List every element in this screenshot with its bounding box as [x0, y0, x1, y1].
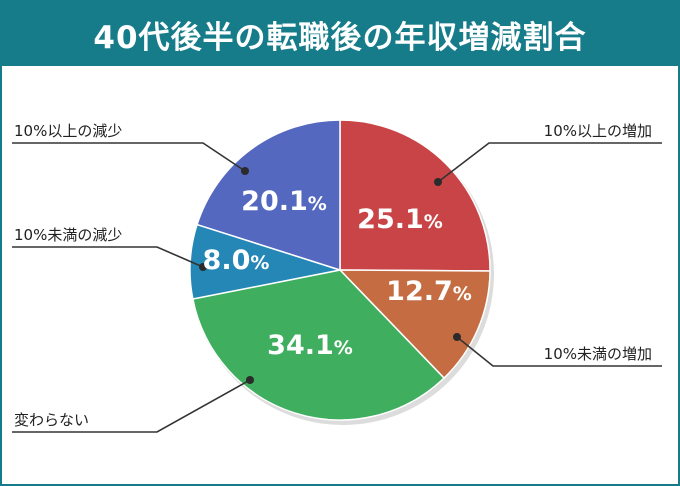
slice-value: 34.1%	[267, 330, 353, 361]
slice-value: 25.1%	[357, 204, 443, 235]
pie-slice	[338, 269, 491, 380]
leader-line	[12, 379, 251, 433]
slice-label: 10%未満の減少	[14, 226, 122, 244]
leader-dot	[241, 167, 249, 175]
slice-label: 変わらない	[14, 411, 89, 429]
pie-slice	[339, 119, 491, 272]
leader-line	[437, 142, 662, 183]
chart-title: 40代後半の転職後の年収増減割合	[2, 2, 678, 66]
leader-dot	[199, 263, 207, 271]
leader-line	[456, 336, 662, 367]
slice-value: 12.7%	[386, 276, 472, 307]
leader-dot	[434, 178, 442, 186]
leader-line	[12, 246, 204, 268]
leader-dot	[453, 333, 461, 341]
slice-label: 10%以上の減少	[14, 122, 122, 140]
slice-label: 10%以上の増加	[544, 122, 652, 140]
slice-value: 8.0%	[203, 245, 270, 276]
leader-line	[12, 142, 246, 172]
pie-slice	[191, 269, 446, 421]
slice-label: 10%未満の増加	[544, 345, 652, 363]
slice-value: 20.1%	[241, 186, 327, 217]
leader-dot	[246, 376, 254, 384]
pie-slice	[196, 119, 341, 272]
